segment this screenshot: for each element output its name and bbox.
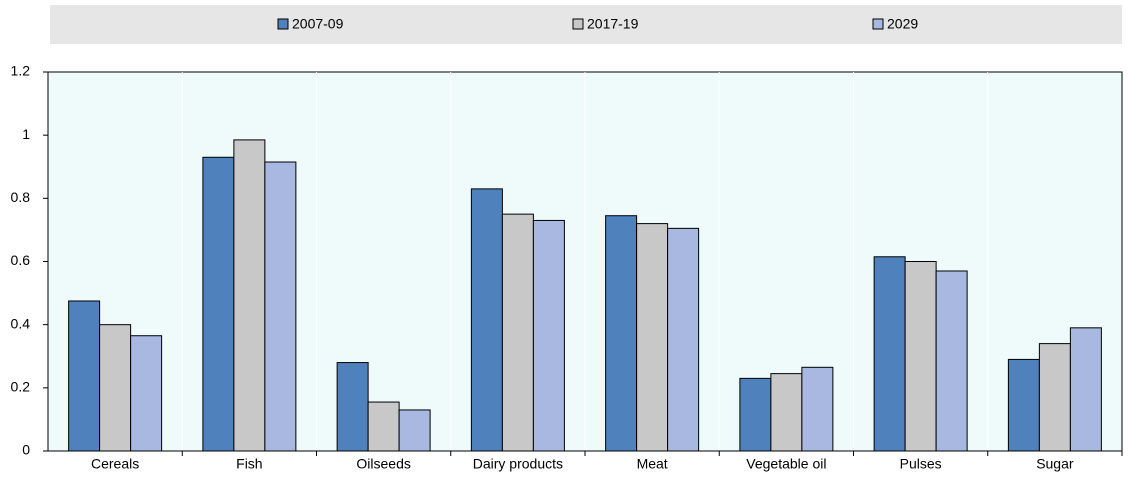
bar [264, 161, 297, 452]
x-tick-label: Oilseeds [356, 456, 410, 472]
bar [233, 139, 266, 452]
bar [1007, 358, 1040, 452]
bar [739, 377, 772, 452]
x-tick-label: Pulses [900, 456, 942, 472]
x-tick-label: Dairy products [473, 456, 563, 472]
y-tick-label: 0.4 [11, 315, 31, 331]
bar [130, 335, 163, 452]
legend-label: 2007-09 [292, 16, 344, 32]
bar [532, 219, 565, 452]
y-tick-label: 0.2 [11, 379, 31, 395]
legend-swatch [277, 18, 289, 30]
bar [667, 227, 700, 452]
legend-label: 2017-19 [587, 16, 639, 32]
y-tick-label: 0.6 [11, 252, 31, 268]
x-tick-label: Vegetable oil [746, 456, 826, 472]
bar [801, 366, 834, 452]
bar [501, 213, 534, 452]
bar [605, 215, 638, 452]
bar [636, 223, 669, 452]
bar [398, 409, 431, 452]
bar [770, 373, 803, 452]
bar [904, 261, 937, 452]
bar [1038, 343, 1071, 452]
bar [68, 300, 101, 452]
bar [336, 362, 369, 452]
y-tick-label: 1.2 [11, 63, 31, 79]
bar [470, 188, 503, 452]
bar [367, 401, 400, 452]
bar [935, 270, 968, 452]
legend-swatch [872, 18, 884, 30]
y-tick-label: 0.8 [11, 189, 31, 205]
y-tick-label: 1 [22, 126, 30, 142]
y-tick-label: 0 [22, 442, 30, 458]
x-tick-label: Cereals [91, 456, 139, 472]
x-tick-label: Sugar [1036, 456, 1074, 472]
legend-label: 2029 [887, 16, 918, 32]
legend-swatch [572, 18, 584, 30]
bar [99, 324, 132, 452]
x-tick-label: Meat [637, 456, 668, 472]
x-tick-label: Fish [236, 456, 262, 472]
bar [1069, 327, 1102, 452]
bar [873, 256, 906, 452]
legend-background [50, 5, 1122, 44]
bar [202, 156, 235, 452]
